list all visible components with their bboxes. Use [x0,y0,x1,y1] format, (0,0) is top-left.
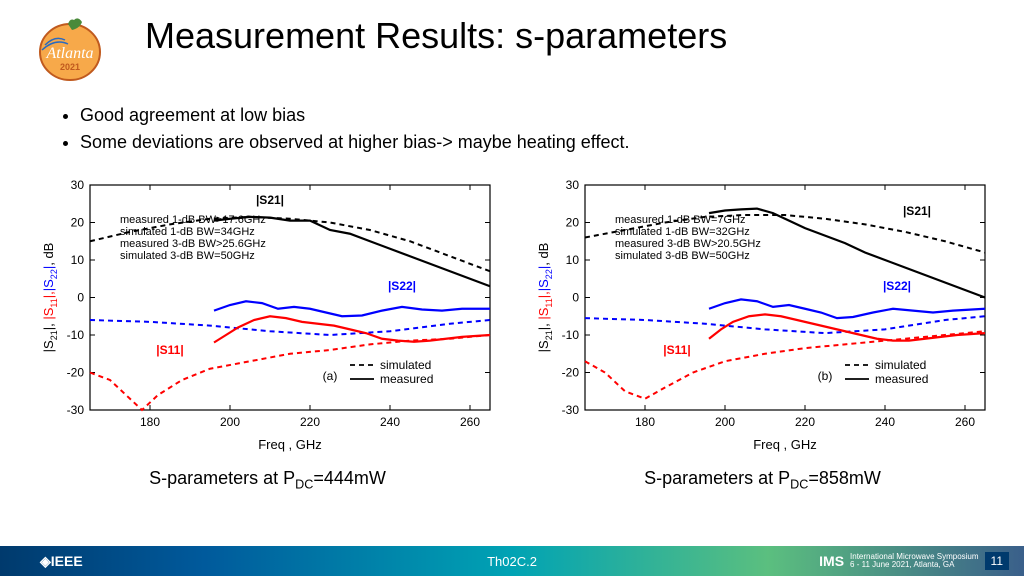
svg-text:-30: -30 [67,403,85,417]
svg-text:Atlanta: Atlanta [45,45,93,62]
svg-text:20: 20 [71,216,85,230]
svg-text:260: 260 [460,415,480,429]
svg-text:180: 180 [635,415,655,429]
charts-row: -30-20-100102030180200220240260Freq , GH… [35,175,995,492]
svg-text:260: 260 [955,415,975,429]
svg-text:simulated 1-dB BW=32GHz: simulated 1-dB BW=32GHz [615,226,750,238]
svg-text:2021: 2021 [60,62,80,72]
svg-text:(a): (a) [323,369,338,383]
svg-text:measured 1-dB BW=7GHz: measured 1-dB BW=7GHz [615,214,746,226]
svg-text:|S22|: |S22| [883,279,911,293]
svg-text:measured 1-dB BW>17.6GHz: measured 1-dB BW>17.6GHz [120,214,266,226]
svg-text:220: 220 [795,415,815,429]
svg-text:-10: -10 [562,328,580,342]
svg-text:|S22|: |S22| [388,279,416,293]
bullet-list: Good agreement at low bias Some deviatio… [60,105,630,159]
chart-caption-b: S-parameters at PDC=858mW [530,468,995,492]
svg-text:Freq , GHz: Freq , GHz [753,437,817,452]
svg-text:|S21|: |S21| [256,193,284,207]
svg-text:-30: -30 [562,403,580,417]
footer-bar: ◈IEEE Th02C.2 IMS International Microwav… [0,546,1024,576]
svg-text:|S11|: |S11| [663,343,690,357]
bullet-item: Good agreement at low bias [80,105,630,126]
chart-svg-a: -30 -20 -10 0 10 20 30 180 200 220 240 260 Freq , GH… [35,175,500,455]
svg-text:20: 20 [566,216,580,230]
footer-right: IMS International Microwave Symposium6 -… [819,552,1009,570]
chart-a: -30 -20 -10 0 10 20 30 180 200 220 240 260 Freq , GH… [35,175,500,492]
conference-logo: Atlanta 2021 [30,10,110,85]
svg-text:|S21|, |S11|,|S22|, dB: |S21|, |S11|,|S22|, dB [41,243,59,353]
svg-text:simulated: simulated [380,358,431,372]
svg-text:simulated 1-dB BW=34GHz: simulated 1-dB BW=34GHz [120,226,255,238]
svg-text:0: 0 [77,291,84,305]
svg-text:240: 240 [380,415,400,429]
svg-text:10: 10 [71,253,85,267]
svg-text:0: 0 [572,291,579,305]
svg-text:220: 220 [300,415,320,429]
svg-text:|S11|: |S11| [156,343,183,357]
chart-svg-b: -30 -20 -10 0 10 20 30 180 200 220 240 260 Freq , GH… [530,175,995,455]
svg-text:30: 30 [566,178,580,192]
bullet-item: Some deviations are observed at higher b… [80,132,630,153]
svg-text:-20: -20 [562,366,580,380]
svg-text:200: 200 [220,415,240,429]
footer-session: Th02C.2 [487,554,537,569]
svg-text:-10: -10 [67,328,85,342]
svg-text:|S21|: |S21| [903,204,931,218]
svg-text:measured: measured [875,372,928,386]
svg-text:|S21|, |S11|,|S22|, dB: |S21|, |S11|,|S22|, dB [536,243,554,353]
svg-text:simulated 3-dB BW=50GHz: simulated 3-dB BW=50GHz [120,250,255,262]
svg-text:Freq , GHz: Freq , GHz [258,437,322,452]
chart-caption-a: S-parameters at PDC=444mW [35,468,500,492]
footer-org: ◈IEEE [40,553,83,570]
svg-text:180: 180 [140,415,160,429]
page-title: Measurement Results: s-parameters [145,15,727,57]
svg-text:measured 3-dB BW>20.5GHz: measured 3-dB BW>20.5GHz [615,238,761,250]
svg-text:simulated 3-dB BW=50GHz: simulated 3-dB BW=50GHz [615,250,750,262]
svg-text:simulated: simulated [875,358,926,372]
svg-text:-20: -20 [67,366,85,380]
svg-text:measured 3-dB BW>25.6GHz: measured 3-dB BW>25.6GHz [120,238,266,250]
svg-text:30: 30 [71,178,85,192]
svg-text:(b): (b) [818,369,833,383]
svg-text:10: 10 [566,253,580,267]
svg-text:240: 240 [875,415,895,429]
svg-text:200: 200 [715,415,735,429]
page-number: 11 [985,552,1009,570]
svg-text:measured: measured [380,372,433,386]
chart-b: -30 -20 -10 0 10 20 30 180 200 220 240 260 Freq , GH… [530,175,995,492]
